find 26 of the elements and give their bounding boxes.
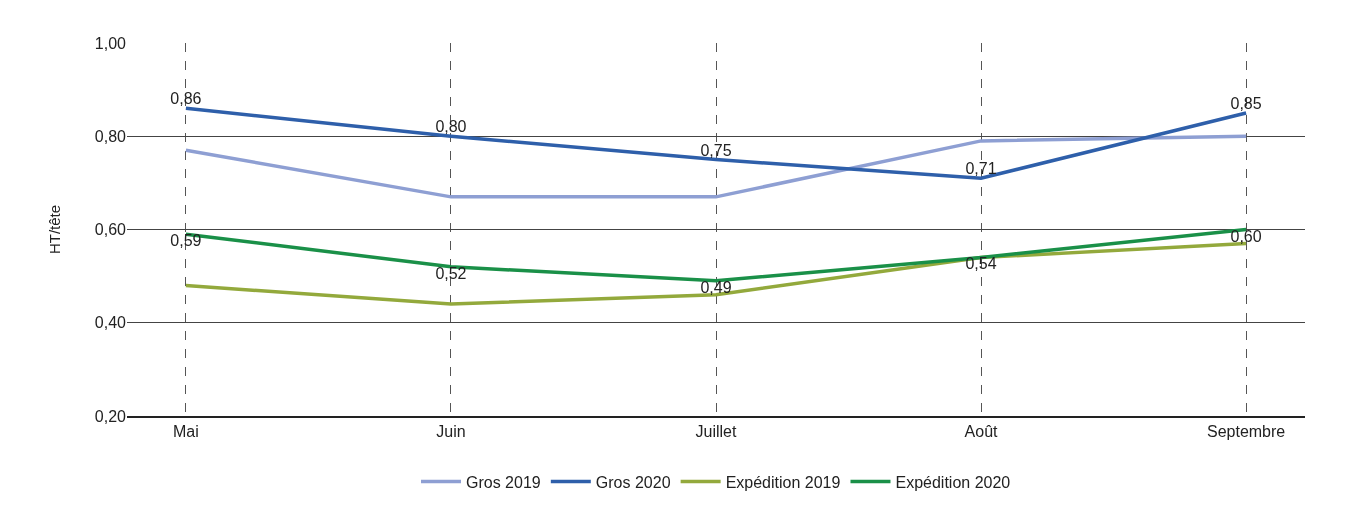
x-tick-label: Mai (173, 422, 199, 440)
data-label: 0,85 (1230, 94, 1262, 112)
y-tick-label: 1,00 (94, 34, 127, 52)
y-tick-label: 0,60 (94, 221, 127, 239)
data-label: 0,59 (170, 232, 202, 250)
data-label: 0,60 (1230, 227, 1262, 245)
x-tick-label: Août (964, 422, 999, 440)
legend-label: Gros 2020 (595, 473, 671, 491)
y-axis-title: HT/tête (46, 204, 64, 255)
line-series (184, 134, 1248, 199)
y-tick-label: 0,20 (94, 407, 127, 425)
data-label: 0,71 (965, 160, 997, 178)
legend-label: Expédition 2019 (725, 473, 841, 491)
data-label: 0,49 (700, 278, 732, 296)
data-label: 0,54 (965, 255, 997, 273)
legend-label: Expédition 2020 (895, 473, 1011, 491)
data-label: 0,80 (435, 118, 467, 136)
x-tick-label: Juillet (695, 422, 738, 440)
y-tick-label: 0,40 (94, 314, 127, 332)
data-label: 0,86 (170, 90, 202, 108)
data-label: 0,75 (700, 141, 732, 159)
x-tick-label: Septembre (1206, 422, 1286, 440)
y-tick-label: 0,80 (94, 127, 127, 145)
data-label: 0,52 (435, 264, 467, 282)
x-tick-label: Juin (436, 422, 466, 440)
legend-label: Gros 2019 (466, 473, 541, 491)
